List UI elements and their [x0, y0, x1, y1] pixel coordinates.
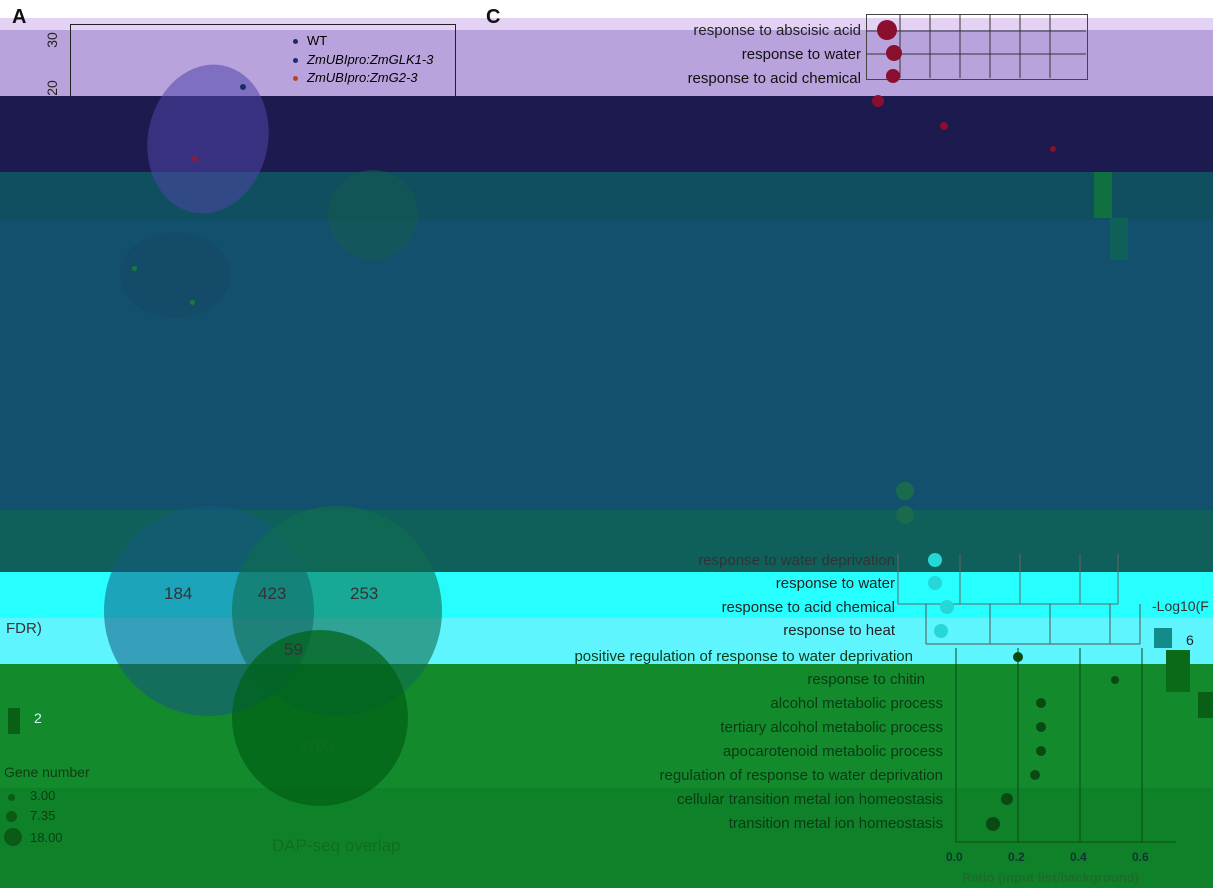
y-tick-30: 30	[43, 32, 60, 48]
edge-block	[1110, 218, 1128, 260]
x-tick: 0.2	[1008, 850, 1025, 864]
term-dot	[940, 122, 948, 130]
bottom-term-dot	[1111, 676, 1119, 684]
gene-size-dot-large	[4, 828, 22, 846]
panel-label-c: C	[486, 6, 501, 28]
gene-size-dot-small	[8, 794, 15, 801]
bottom-term: tertiary alcohol metabolic process	[720, 719, 943, 736]
gene-number-title: Gene number	[4, 764, 90, 780]
mid-term: response to heat	[783, 622, 895, 639]
bottom-term: alcohol metabolic process	[770, 695, 943, 712]
pca-point	[240, 84, 246, 90]
mid-term: response to acid chemical	[721, 599, 895, 616]
legend-dot-wt	[293, 39, 298, 44]
bottom-term-dot	[1036, 746, 1046, 756]
mid-term: response to water deprivation	[698, 552, 895, 569]
term-dot	[896, 482, 914, 500]
mid-term-dot	[940, 600, 954, 614]
right-legend-swatch	[1154, 628, 1172, 648]
top-term: response to abscisic acid	[693, 22, 861, 39]
legend-label-g2: ZmUBIpro:ZmG2-3	[307, 70, 418, 85]
edge-block	[1094, 172, 1112, 218]
mid-term-dot	[934, 624, 948, 638]
panel-label-a: A	[12, 6, 27, 28]
bottom-term-dot	[1036, 698, 1046, 708]
legend-label-wt: WT	[307, 33, 328, 48]
fdr-fragment: FDR)	[6, 620, 42, 637]
bottom-term: regulation of response to water deprivat…	[659, 767, 943, 784]
right-legend-title: -Log10(F	[1152, 598, 1209, 614]
x-axis-label: Ratio (input list/background)	[962, 870, 1139, 885]
term-dot	[872, 95, 884, 107]
pca-point	[132, 266, 137, 271]
venn-count-center: 423	[258, 584, 287, 603]
venn-count-bottom: 3700	[298, 738, 334, 755]
bottom-term: apocarotenoid metabolic process	[722, 743, 943, 760]
x-tick: 0.0	[946, 850, 963, 864]
venn-count-right: 253	[350, 584, 379, 603]
mid-term-dot	[928, 576, 942, 590]
edge-block	[1198, 692, 1213, 718]
band-top-strip	[0, 18, 1213, 30]
bottom-term-dot	[986, 817, 1000, 831]
pca-point	[192, 156, 198, 162]
venn-count-lower: 59	[284, 640, 303, 659]
top-term: response to acid chemical	[687, 70, 861, 87]
mid-term: response to water	[775, 575, 895, 592]
top-term-dot	[877, 20, 897, 40]
bottom-term: cellular transition metal ion homeostasi…	[677, 791, 943, 808]
gene-value-3: 18.00	[30, 830, 63, 845]
pca-ellipse-g2	[328, 170, 418, 260]
band-green-dark	[0, 788, 1213, 888]
top-term-dot	[886, 69, 900, 83]
mid-term-dot	[928, 553, 942, 567]
legend-dot-g2	[293, 76, 298, 81]
fdr-value-2: 2	[34, 710, 42, 726]
top-term: response to water	[741, 46, 861, 63]
term-dot	[896, 506, 914, 524]
top-plot-frame	[866, 14, 1088, 80]
bottom-term-dot	[1013, 652, 1023, 662]
bottom-term-dot	[1036, 722, 1046, 732]
right-legend-bar	[1166, 650, 1190, 692]
term-dot	[1050, 146, 1056, 152]
gene-value-2: 7.35	[30, 808, 56, 823]
right-legend-value: 6	[1186, 632, 1194, 648]
bottom-term-dot	[1001, 793, 1013, 805]
x-tick: 0.6	[1132, 850, 1149, 864]
venn-caption: DAP-seq overlap	[272, 836, 401, 855]
bottom-term: transition metal ion homeostasis	[728, 815, 943, 832]
venn-circle-bottom	[232, 630, 408, 806]
x-tick: 0.4	[1070, 850, 1087, 864]
top-term-dot	[886, 45, 902, 61]
legend-dot-glk1	[293, 58, 298, 63]
bottom-term: positive regulation of response to water…	[574, 648, 913, 665]
gene-size-dot-medium	[6, 811, 17, 822]
venn-count-left: 184	[164, 584, 193, 603]
legend-label-glk1: ZmUBIpro:ZmGLK1-3	[307, 52, 434, 67]
bottom-term-dot	[1030, 770, 1040, 780]
panel-a-legend-box	[70, 24, 456, 98]
fdr-swatch	[8, 708, 20, 734]
y-tick-20: 20	[43, 80, 60, 96]
pca-ellipse-glk1	[120, 232, 230, 318]
pca-point	[190, 300, 195, 305]
bottom-term: response to chitin	[807, 671, 925, 688]
gene-value-1: 3.00	[30, 788, 56, 803]
